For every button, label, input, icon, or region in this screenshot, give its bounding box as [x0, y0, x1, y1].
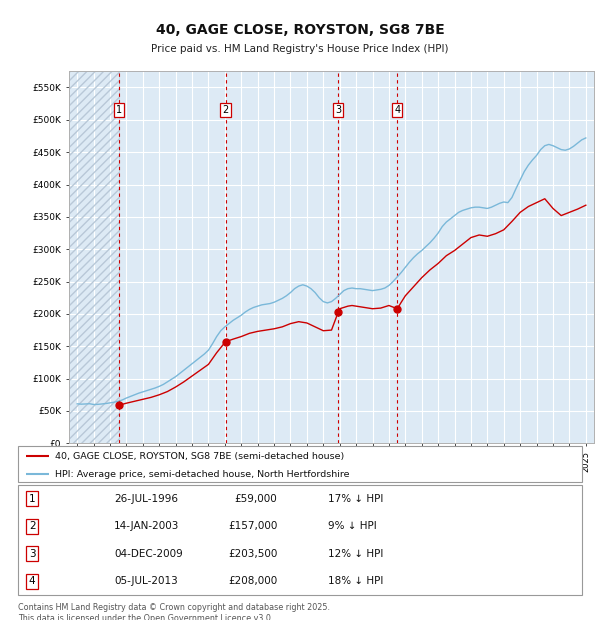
Text: 26-JUL-1996: 26-JUL-1996 — [114, 494, 178, 503]
Text: HPI: Average price, semi-detached house, North Hertfordshire: HPI: Average price, semi-detached house,… — [55, 470, 349, 479]
Text: 12% ↓ HPI: 12% ↓ HPI — [328, 549, 383, 559]
Text: 4: 4 — [29, 577, 35, 587]
Text: 3: 3 — [335, 105, 341, 115]
Text: £157,000: £157,000 — [228, 521, 277, 531]
Text: 1: 1 — [29, 494, 35, 503]
Text: 4: 4 — [394, 105, 400, 115]
Text: Price paid vs. HM Land Registry's House Price Index (HPI): Price paid vs. HM Land Registry's House … — [151, 44, 449, 54]
Text: £59,000: £59,000 — [235, 494, 277, 503]
Text: 1: 1 — [116, 105, 122, 115]
Text: 40, GAGE CLOSE, ROYSTON, SG8 7BE: 40, GAGE CLOSE, ROYSTON, SG8 7BE — [155, 23, 445, 37]
Text: £203,500: £203,500 — [228, 549, 277, 559]
Text: Contains HM Land Registry data © Crown copyright and database right 2025.
This d: Contains HM Land Registry data © Crown c… — [18, 603, 330, 620]
Text: 40, GAGE CLOSE, ROYSTON, SG8 7BE (semi-detached house): 40, GAGE CLOSE, ROYSTON, SG8 7BE (semi-d… — [55, 452, 344, 461]
Text: 04-DEC-2009: 04-DEC-2009 — [114, 549, 182, 559]
FancyBboxPatch shape — [18, 485, 582, 595]
Text: 9% ↓ HPI: 9% ↓ HPI — [328, 521, 377, 531]
Text: 05-JUL-2013: 05-JUL-2013 — [114, 577, 178, 587]
Text: £208,000: £208,000 — [228, 577, 277, 587]
Text: 18% ↓ HPI: 18% ↓ HPI — [328, 577, 383, 587]
Text: 3: 3 — [29, 549, 35, 559]
Text: 2: 2 — [29, 521, 35, 531]
Text: 17% ↓ HPI: 17% ↓ HPI — [328, 494, 383, 503]
Text: 14-JAN-2003: 14-JAN-2003 — [114, 521, 179, 531]
FancyBboxPatch shape — [18, 446, 582, 482]
Text: 2: 2 — [223, 105, 229, 115]
